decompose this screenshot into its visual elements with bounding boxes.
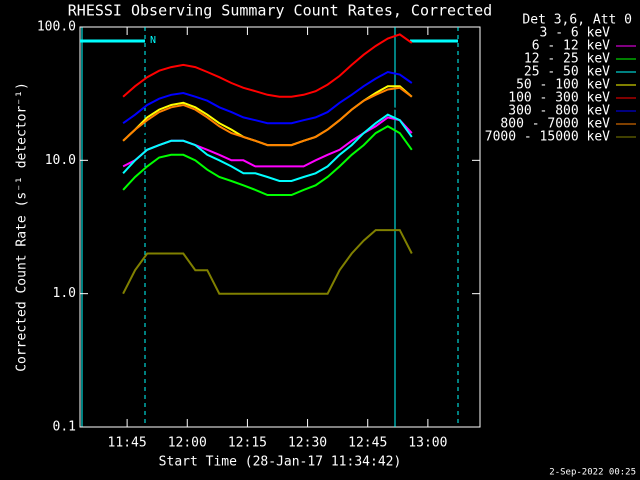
x-axis-label: Start Time (28-Jan-17 11:34:42) (159, 455, 402, 470)
y-tick-label: 0.1 (53, 420, 76, 435)
legend-label: 12 - 25 keV (524, 52, 610, 67)
x-tick-label: 12:00 (168, 436, 207, 451)
legend-label: 300 - 800 keV (508, 104, 610, 119)
x-tick-label: 12:30 (288, 436, 327, 451)
y-tick-label: 10.0 (45, 153, 76, 168)
legend-label: 6 - 12 keV (532, 39, 610, 54)
x-tick-label: 11:45 (108, 436, 147, 451)
legend-label: 7000 - 15000 keV (485, 130, 610, 145)
footer: 2-Sep-2022 00:25 (549, 468, 636, 478)
series-line (122, 125, 413, 196)
y-tick-label: 1.0 (53, 286, 76, 301)
series-line (122, 86, 413, 147)
chart-title: RHESSI Observing Summary Count Rates, Co… (68, 2, 492, 20)
legend-label: 800 - 7000 keV (500, 117, 610, 132)
legend-label: 25 - 50 keV (524, 65, 610, 80)
x-tick-label: 12:45 (348, 436, 387, 451)
y-axis-label: Corrected Count Rate (s⁻¹ detector⁻¹) (15, 82, 30, 372)
annotation: N (150, 35, 156, 46)
legend-label: 100 - 300 keV (508, 91, 610, 106)
series-line (122, 113, 413, 182)
y-tick-label: 100.0 (37, 20, 76, 35)
series-line (122, 106, 413, 156)
series-line (122, 70, 413, 125)
legend-title: Det 3,6, Att 0 (522, 13, 632, 28)
series-line (122, 33, 413, 98)
legend-label: 50 - 100 keV (516, 78, 610, 93)
plot-frame (79, 26, 481, 428)
legend-label: 3 - 6 keV (540, 26, 611, 41)
series-line (122, 229, 413, 295)
x-tick-label: 12:15 (228, 436, 267, 451)
x-tick-label: 13:00 (408, 436, 447, 451)
